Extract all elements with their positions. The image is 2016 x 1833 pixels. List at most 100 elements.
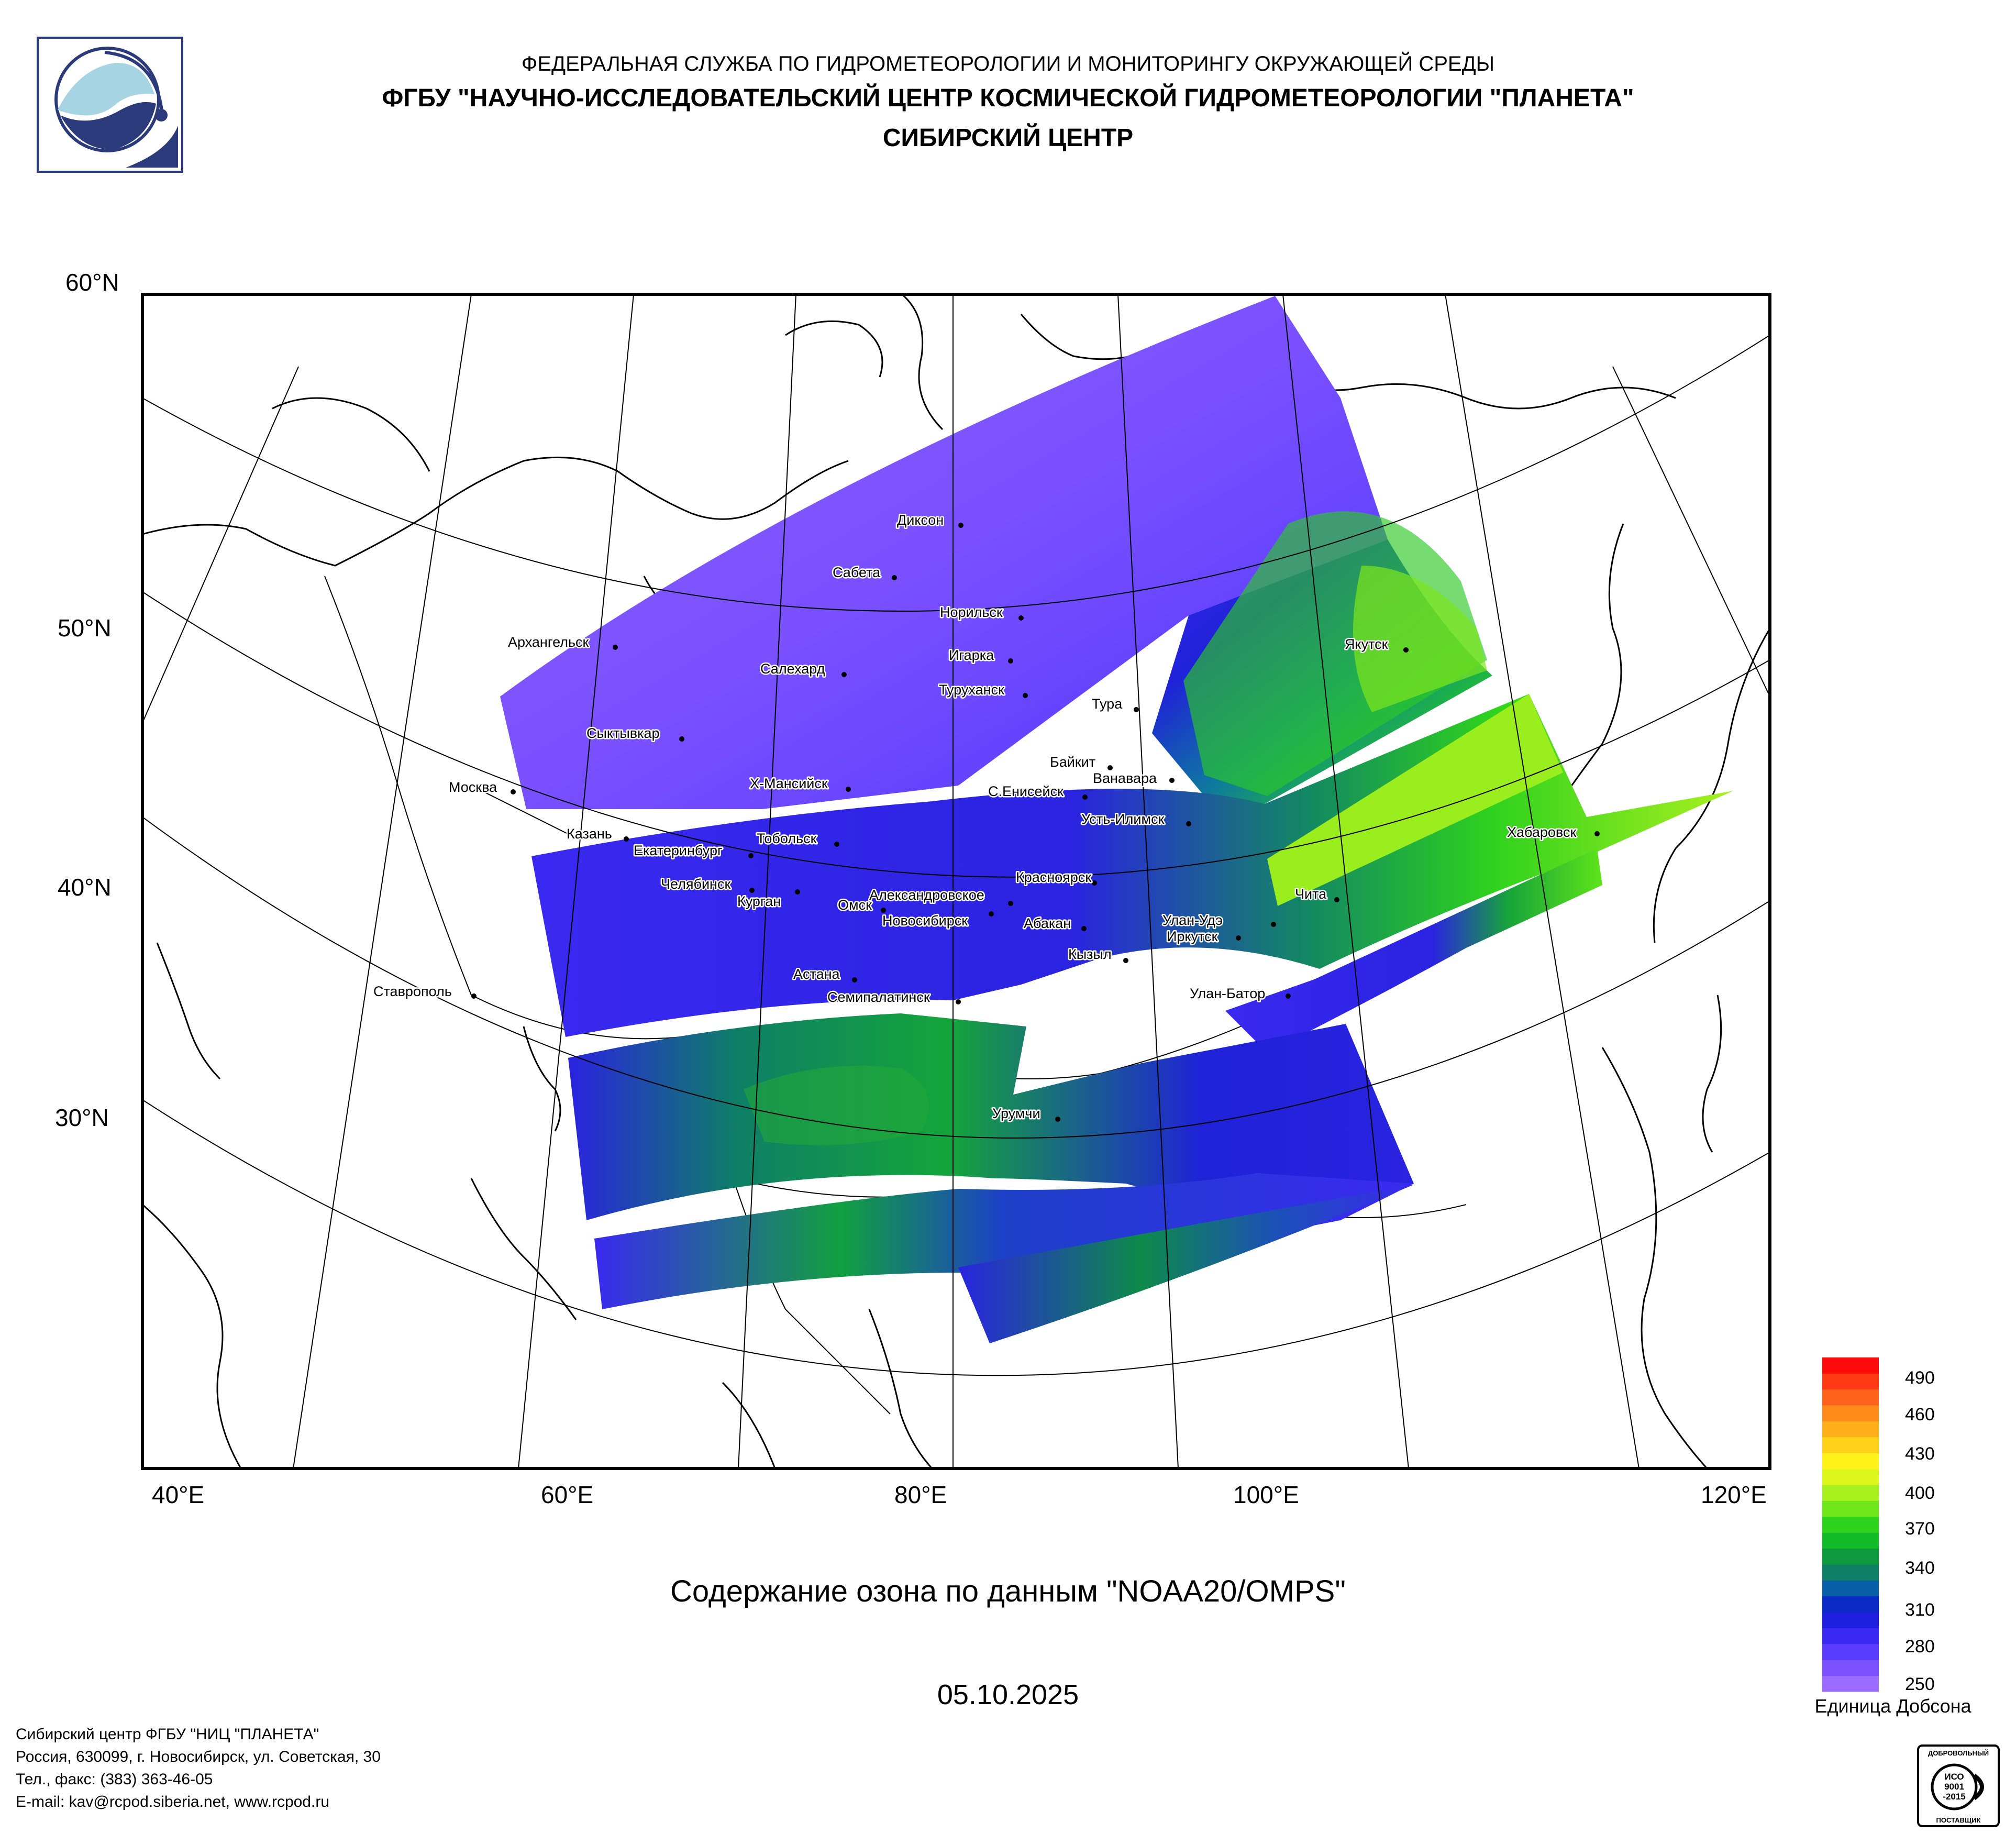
graticule (142, 294, 1770, 1468)
header-center-line: СИБИРСКИЙ ЦЕНТР (882, 124, 1134, 152)
city-markers: Диксон Сабета Норильск Игарка Архангельс… (372, 511, 1600, 1123)
lat-label: 50°N (58, 614, 112, 642)
footer-email: E-mail: kav@rcpod.siberia.net, www.rcpod… (16, 1793, 330, 1810)
city-label: Кызыл (1068, 946, 1112, 962)
swath-2-east (1267, 694, 1563, 906)
swath-3-green-core (744, 1066, 929, 1145)
city-dot (1236, 935, 1241, 941)
colorbar-bin (1822, 1357, 1879, 1374)
city-label: Челябинск (661, 876, 730, 892)
colorbar-bin (1822, 1628, 1879, 1644)
city-dot (989, 911, 994, 916)
city-dot (1082, 794, 1088, 800)
colorbar-bin (1822, 1516, 1879, 1533)
colorbar-bin (1822, 1500, 1879, 1517)
colorbar-bin (1822, 1660, 1879, 1676)
lon-label: 120°E (1701, 1481, 1767, 1508)
city-dot (749, 888, 755, 893)
city-label: Омск (838, 897, 872, 913)
city-dot (1403, 647, 1409, 653)
ozone-swaths (500, 296, 1733, 1343)
colorbar-tick: 430 (1905, 1444, 1935, 1464)
city-label: Екатеринбург (634, 843, 723, 858)
city-dot (1008, 901, 1013, 906)
city-label: Туруханск (939, 682, 1004, 698)
footer-address: Россия, 630099, г. Новосибирск, ул. Сове… (16, 1748, 381, 1765)
city-label: Абакан (1024, 915, 1071, 931)
city-dot (795, 889, 800, 895)
colorbar-tick: 460 (1905, 1405, 1935, 1425)
cert-bottom: ПОСТАВЩИК (1936, 1816, 1981, 1824)
footer-phone: Тел., факс: (383) 363-46-05 (16, 1771, 213, 1788)
city-dot (1023, 693, 1028, 698)
colorbar-tick: 280 (1905, 1637, 1935, 1657)
colorbar-bin (1822, 1675, 1879, 1692)
city-dot (1286, 993, 1291, 999)
city-label: Улан-Батор (1190, 986, 1265, 1001)
swath-2b (1225, 848, 1602, 1053)
colorbar-bin (1822, 1373, 1879, 1390)
colorbar-bin (1822, 1532, 1879, 1549)
footer-contacts: Сибирский центр ФГБУ "НИЦ "ПЛАНЕТА" Росс… (16, 1723, 381, 1813)
colorbar-tick: 310 (1905, 1600, 1935, 1620)
city-label: Усть-Илимск (1081, 811, 1165, 827)
city-label: Тобольск (757, 831, 817, 846)
cert-top: ДОБРОВОЛЬНЫЙ (1928, 1749, 1989, 1757)
city-dot (1081, 926, 1087, 931)
city-dot (881, 908, 886, 913)
lat-label: 60°N (65, 269, 119, 296)
lon-label: 100°E (1233, 1481, 1299, 1508)
city-label: Диксон (897, 512, 944, 528)
city-label: Урумчи (992, 1106, 1040, 1121)
lat-label: 30°N (55, 1104, 109, 1131)
city-label: С.Енисейск (988, 783, 1064, 799)
iso-certificate-badge: ДОБРОВОЛЬНЫЙ ИСО 9001 -2015 ПОСТАВЩИК (1917, 1744, 2000, 1827)
city-label: Курган (737, 893, 781, 909)
colorbar-bin (1822, 1468, 1879, 1485)
city-label: Сыктывкар (586, 725, 660, 741)
footer-org: Сибирский центр ФГБУ "НИЦ "ПЛАНЕТА" (16, 1726, 319, 1743)
city-label: Красноярск (1016, 869, 1091, 885)
city-label: Александровское (869, 887, 984, 903)
city-dot (846, 787, 851, 792)
colorbar-bin (1822, 1564, 1879, 1581)
city-label: Салехард (760, 661, 825, 677)
city-dot (956, 999, 961, 1004)
colorbar-ticks: 490 460 430 400 370 340 310 280 250 (1905, 1368, 1935, 1694)
city-dot (1092, 880, 1097, 886)
colorbar-tick: 490 (1905, 1368, 1935, 1388)
city-dot (1018, 615, 1024, 621)
city-label: Хабаровск (1507, 824, 1576, 840)
city-dot (1055, 1117, 1060, 1122)
city-dot (679, 736, 684, 742)
colorbar-bin (1822, 1389, 1879, 1406)
colorbar (1822, 1357, 1879, 1692)
city-label: Х-Мансийск (750, 776, 828, 791)
axis-labels: 60°N 50°N 40°N 30°N 40°E 60°E 80°E 100°E… (55, 269, 1767, 1508)
planeta-logo (37, 37, 183, 173)
lon-label: 80°E (894, 1481, 947, 1508)
city-dot (1271, 922, 1276, 927)
city-label: Якутск (1345, 636, 1388, 652)
city-dot (958, 523, 963, 528)
city-dot (1123, 958, 1128, 963)
map-frame (141, 293, 1771, 1470)
colorbar-bin (1822, 1596, 1879, 1613)
lon-label: 40°E (152, 1481, 204, 1508)
colorbar-bin (1822, 1405, 1879, 1422)
colorbar-bin (1822, 1437, 1879, 1453)
colorbar-bin (1822, 1612, 1879, 1628)
header-institute-line: ФГБУ "НАУЧНО-ИССЛЕДОВАТЕЛЬСКИЙ ЦЕНТР КОС… (382, 84, 1634, 112)
colorbar-bin (1822, 1421, 1879, 1438)
colorbar-bin (1822, 1548, 1879, 1565)
city-dot (1107, 765, 1113, 770)
city-label: Улан-Удэ (1162, 912, 1223, 928)
city-dot (1334, 897, 1339, 902)
lon-label: 60°E (541, 1481, 593, 1508)
city-label: Байкит (1050, 754, 1095, 770)
colorbar-bin (1822, 1580, 1879, 1597)
city-dot (613, 645, 618, 650)
city-label: Астана (793, 966, 840, 982)
lat-label: 40°N (58, 874, 112, 901)
